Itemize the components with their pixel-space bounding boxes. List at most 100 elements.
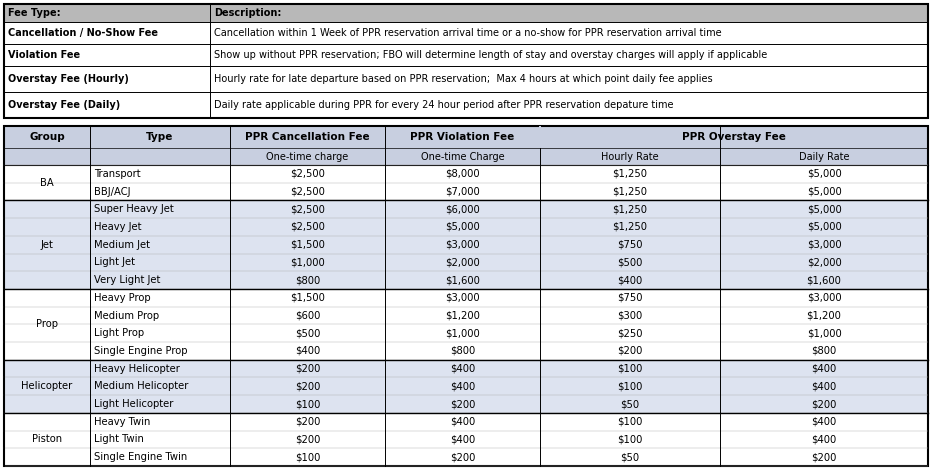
Text: Heavy Prop: Heavy Prop — [94, 293, 151, 303]
Bar — [4, 200, 90, 218]
Bar — [4, 218, 90, 236]
Bar — [4, 413, 90, 431]
Text: BBJ/ACJ: BBJ/ACJ — [94, 187, 130, 197]
Text: $2,500: $2,500 — [290, 222, 325, 232]
Bar — [230, 395, 385, 413]
Text: Overstay Fee (Daily): Overstay Fee (Daily) — [8, 100, 120, 110]
Text: One-time Charge: One-time Charge — [420, 151, 504, 161]
Text: $5,000: $5,000 — [806, 204, 842, 214]
Bar — [540, 342, 720, 360]
Bar — [385, 307, 540, 325]
Bar — [385, 378, 540, 395]
Bar — [385, 165, 540, 183]
Text: Cancellation / No-Show Fee: Cancellation / No-Show Fee — [8, 28, 158, 38]
Text: $400: $400 — [450, 363, 475, 374]
Bar — [4, 44, 210, 66]
Text: Medium Helicopter: Medium Helicopter — [94, 381, 188, 391]
Bar — [4, 342, 90, 360]
Text: $300: $300 — [617, 310, 643, 320]
Bar — [90, 200, 230, 218]
Text: $2,500: $2,500 — [290, 187, 325, 197]
Bar — [385, 271, 540, 289]
Text: Violation Fee: Violation Fee — [8, 50, 80, 60]
Text: $2,500: $2,500 — [290, 204, 325, 214]
Text: Show up without PPR reservation; FBO will determine length of stay and overstay : Show up without PPR reservation; FBO wil… — [214, 50, 767, 60]
Bar — [720, 218, 928, 236]
Bar — [230, 289, 385, 307]
Text: $200: $200 — [295, 363, 321, 374]
Bar — [90, 342, 230, 360]
Text: Light Jet: Light Jet — [94, 257, 135, 267]
Text: $1,500: $1,500 — [290, 293, 325, 303]
Bar — [90, 218, 230, 236]
Text: $250: $250 — [617, 328, 643, 338]
Bar — [720, 325, 928, 342]
Text: $7,000: $7,000 — [445, 187, 480, 197]
Text: $2,500: $2,500 — [290, 169, 325, 179]
Text: $1,600: $1,600 — [806, 275, 842, 285]
Text: $1,200: $1,200 — [445, 310, 480, 320]
Text: $100: $100 — [617, 417, 643, 427]
Bar — [90, 431, 230, 448]
Text: $600: $600 — [295, 310, 321, 320]
Bar — [720, 360, 928, 378]
Bar — [230, 200, 385, 218]
Bar — [90, 395, 230, 413]
Text: PPR Violation Fee: PPR Violation Fee — [410, 132, 514, 142]
Text: $5,000: $5,000 — [806, 222, 842, 232]
Bar — [540, 325, 720, 342]
Text: $6,000: $6,000 — [445, 204, 480, 214]
Bar — [230, 325, 385, 342]
Bar — [230, 378, 385, 395]
Text: Very Light Jet: Very Light Jet — [94, 275, 160, 285]
Bar — [720, 271, 928, 289]
Bar — [720, 307, 928, 325]
Text: $50: $50 — [621, 452, 639, 462]
Text: Light Prop: Light Prop — [94, 328, 144, 338]
Bar — [540, 165, 720, 183]
Text: $200: $200 — [450, 452, 475, 462]
Text: Helicopter: Helicopter — [21, 381, 73, 391]
Text: $200: $200 — [450, 399, 475, 409]
Text: Description:: Description: — [214, 8, 281, 18]
Text: $1,200: $1,200 — [806, 310, 842, 320]
Bar — [4, 183, 90, 200]
Bar — [4, 395, 90, 413]
Bar — [720, 236, 928, 254]
Bar — [230, 183, 385, 200]
Bar — [540, 431, 720, 448]
Text: $1,600: $1,600 — [445, 275, 480, 285]
Bar — [720, 413, 928, 431]
Bar — [230, 165, 385, 183]
Bar — [90, 183, 230, 200]
Text: $400: $400 — [450, 434, 475, 445]
Bar — [90, 254, 230, 271]
Text: $800: $800 — [450, 346, 475, 356]
Text: $500: $500 — [617, 257, 643, 267]
Bar — [4, 148, 90, 165]
Text: $1,000: $1,000 — [806, 328, 842, 338]
Text: $3,000: $3,000 — [807, 293, 842, 303]
Bar — [385, 342, 540, 360]
Bar — [90, 307, 230, 325]
Bar — [4, 4, 210, 22]
Bar — [4, 448, 90, 466]
Text: Piston: Piston — [32, 434, 62, 445]
Text: $800: $800 — [295, 275, 320, 285]
Bar — [385, 183, 540, 200]
Text: Light Helicopter: Light Helicopter — [94, 399, 173, 409]
Bar — [90, 126, 230, 148]
Text: $3,000: $3,000 — [807, 240, 842, 250]
Text: $1,250: $1,250 — [612, 187, 648, 197]
Bar — [720, 183, 928, 200]
Text: Daily rate applicable during PPR for every 24 hour period after PPR reservation : Daily rate applicable during PPR for eve… — [214, 100, 674, 110]
Text: $1,000: $1,000 — [445, 328, 480, 338]
Bar — [540, 413, 720, 431]
Bar — [720, 165, 928, 183]
Text: PPR Overstay Fee: PPR Overstay Fee — [682, 132, 786, 142]
Bar — [90, 325, 230, 342]
Bar — [90, 165, 230, 183]
Bar — [210, 44, 928, 66]
Text: Hourly Rate: Hourly Rate — [601, 151, 659, 161]
Bar — [230, 448, 385, 466]
